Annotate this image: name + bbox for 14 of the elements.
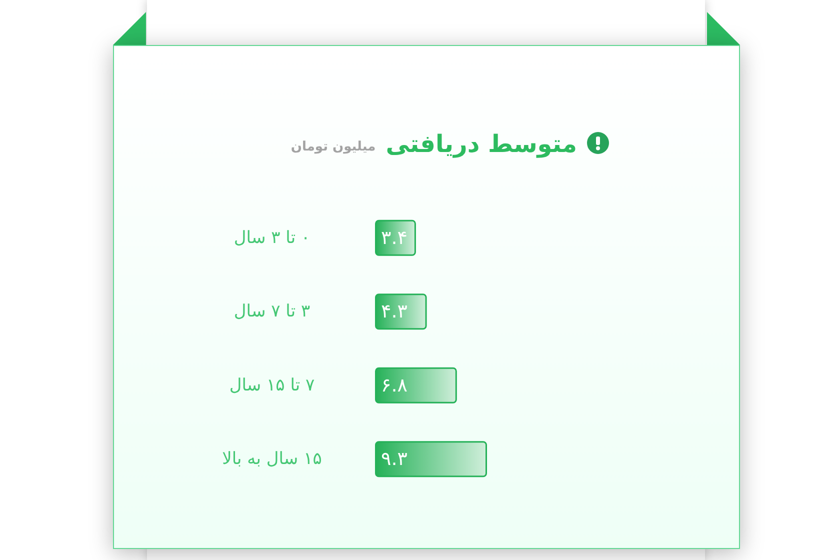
y-tick-label: ۰ تا ۳ سال bbox=[234, 228, 310, 248]
data-label: ۴.۳ bbox=[381, 300, 408, 323]
bar bbox=[375, 220, 416, 256]
data-label: ۶.۸ bbox=[381, 374, 408, 396]
data-label: ۹.۳ bbox=[381, 448, 408, 470]
y-tick-label: ۷ تا ۱۵ سال bbox=[229, 375, 315, 396]
data-label: ۳.۴ bbox=[381, 226, 408, 249]
y-tick-label: ۱۵ سال به بالا bbox=[222, 449, 322, 470]
bar bbox=[375, 441, 487, 478]
y-tick-label: ۳ تا ۷ سال bbox=[234, 302, 310, 322]
chart-title: متوسط دریافتی bbox=[386, 130, 578, 158]
chart-subtitle: میلیون تومان bbox=[290, 140, 376, 154]
bar bbox=[375, 367, 457, 404]
bar bbox=[375, 294, 427, 330]
